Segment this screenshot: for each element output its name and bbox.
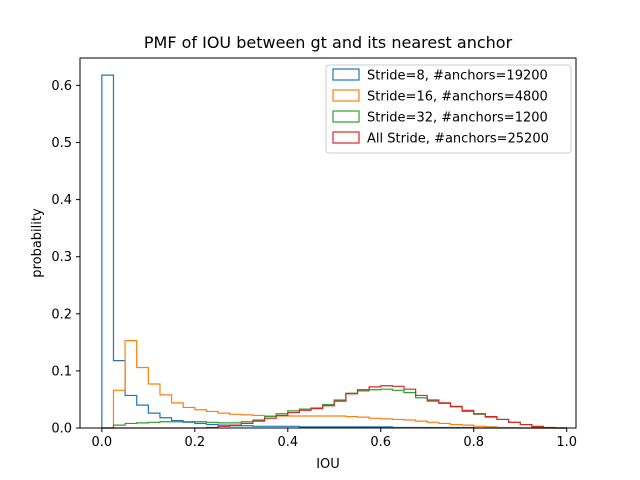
series-4-step-line: [101, 385, 567, 429]
y-tick-label: 0.5: [51, 136, 72, 151]
x-axis-ticks: 0.0 0.2 0.4 0.6 0.8 1.0: [92, 428, 577, 450]
legend-label-3: Stride=32, #anchors=1200: [367, 111, 548, 126]
series-2-step-line: [101, 340, 567, 429]
y-axis-ticks: 0.0 0.1 0.2 0.3 0.4 0.5 0.6: [51, 79, 80, 437]
y-axis-label: probability: [30, 208, 45, 278]
series-1-step-line: [101, 74, 567, 429]
chart-title: PMF of IOU between gt and its nearest an…: [144, 33, 513, 52]
axes-frame: [79, 57, 577, 429]
x-tick-label: 1.0: [556, 435, 577, 450]
y-tick-label: 0.6: [51, 79, 72, 94]
series-1: [101, 74, 567, 429]
y-tick-label: 0.0: [51, 422, 72, 437]
y-tick-label: 0.3: [51, 250, 72, 265]
series-2: [101, 340, 567, 429]
legend-label-1: Stride=8, #anchors=19200: [367, 69, 548, 84]
legend-box: [325, 64, 572, 154]
legend-swatch-3: [332, 110, 360, 123]
legend-swatch-4: [332, 131, 360, 144]
x-tick-label: 0.2: [184, 435, 205, 450]
legend-label-4: All Stride, #anchors=25200: [367, 132, 549, 147]
x-tick-label: 0.6: [370, 435, 391, 450]
legend-swatch-1: [332, 68, 360, 81]
x-tick-label: 0.8: [463, 435, 484, 450]
y-tick-label: 0.1: [51, 364, 72, 379]
series-layer: [101, 74, 567, 429]
x-axis-label: IOU: [316, 457, 340, 472]
y-tick-label: 0.2: [51, 307, 72, 322]
legend-swatch-2: [332, 89, 360, 102]
series-4: [101, 385, 567, 429]
legend: Stride=8, #anchors=19200 Stride=16, #anch…: [325, 64, 572, 154]
y-tick-label: 0.4: [51, 193, 72, 208]
legend-label-2: Stride=16, #anchors=4800: [367, 90, 548, 105]
x-tick-label: 0.4: [277, 435, 298, 450]
x-tick-label: 0.0: [92, 435, 113, 450]
